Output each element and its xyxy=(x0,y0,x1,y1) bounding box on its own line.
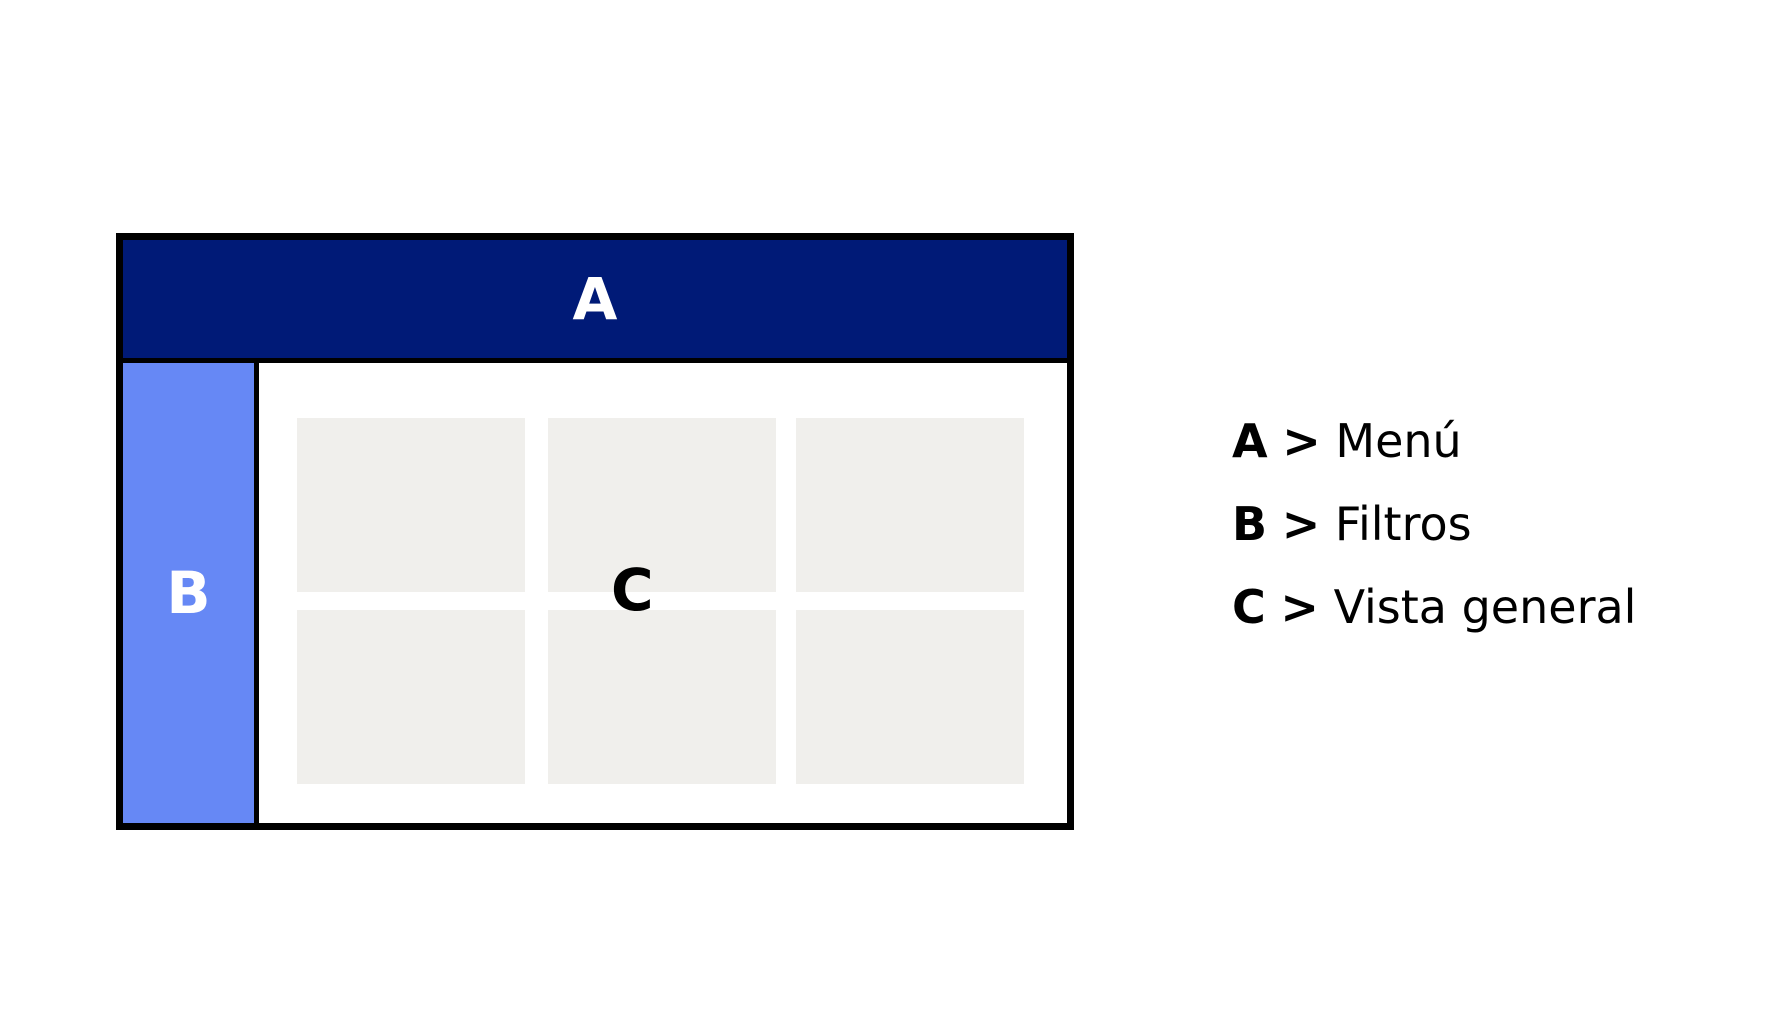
layout-frame: A B C xyxy=(116,233,1074,830)
legend: A > Menú B > Filtros C > Vista general xyxy=(1232,410,1732,659)
legend-separator: > xyxy=(1280,580,1319,634)
zone-c-label: C xyxy=(611,556,654,624)
legend-item-a: A > Menú xyxy=(1232,410,1732,493)
legend-item-c: C > Vista general xyxy=(1232,576,1732,659)
zone-b-filters: B xyxy=(123,363,259,823)
legend-key: B xyxy=(1232,497,1268,551)
overview-tile xyxy=(548,610,776,784)
overview-tile xyxy=(796,610,1024,784)
legend-separator: > xyxy=(1281,497,1321,551)
legend-text: Vista general xyxy=(1333,580,1637,634)
legend-text: Filtros xyxy=(1334,497,1472,551)
overview-tile xyxy=(297,610,525,784)
overview-tile xyxy=(548,418,776,592)
zone-b-label: B xyxy=(166,559,211,627)
zone-c-overview: C xyxy=(259,363,1067,823)
zone-a-menu: A xyxy=(123,240,1067,363)
legend-item-b: B > Filtros xyxy=(1232,493,1732,576)
legend-text: Menú xyxy=(1335,414,1462,468)
legend-separator: > xyxy=(1282,414,1321,468)
overview-tile xyxy=(297,418,525,592)
legend-key: C xyxy=(1232,580,1266,634)
zone-a-label: A xyxy=(572,265,618,333)
legend-key: A xyxy=(1232,414,1268,468)
overview-tile xyxy=(796,418,1024,592)
